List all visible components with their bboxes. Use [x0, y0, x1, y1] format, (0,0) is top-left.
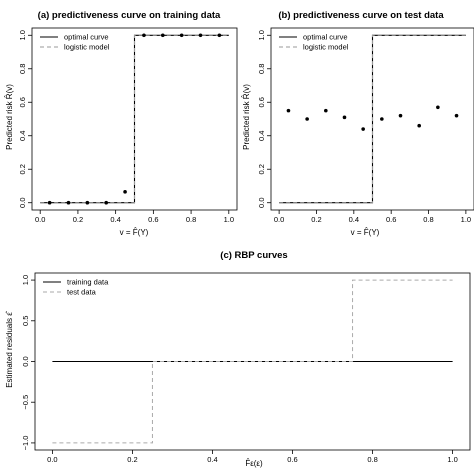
panel-b-data-point — [436, 105, 440, 110]
panel-a-data-point — [160, 33, 165, 38]
panel-b-xtick-label: 0.2 — [311, 215, 321, 224]
panel-c-xtick-label: 0.0 — [47, 455, 57, 464]
panel-a-xtick-label: 0.2 — [73, 215, 83, 224]
panel-a-xlabel: v = F̂(Y) — [120, 228, 149, 237]
panel-c-series-test-data — [52, 279, 453, 444]
panel-a-xtick-label: 0.4 — [110, 215, 120, 224]
panel-b-ytick-label: 1.0 — [257, 30, 266, 40]
panel-b-data-point — [380, 117, 384, 121]
panel-b-data-point — [361, 127, 365, 131]
panel-a-xtick-label: 0.0 — [35, 215, 45, 224]
panel-c-title: (c) RBP curves — [220, 250, 287, 261]
panel-a-ytick-label: 0.8 — [18, 64, 27, 74]
panel-a-data-point — [47, 200, 52, 205]
panel-b-xtick-label: 0.0 — [274, 215, 284, 224]
panel-c-xtick-label: 0.4 — [207, 455, 217, 464]
panel-b-xtick-label: 1.0 — [461, 215, 471, 224]
panel-b-ytick-label: 0.6 — [257, 97, 266, 107]
panel-a-ylabel: Predicted risk R̂(v) — [5, 84, 14, 150]
panel-a-ytick-label: 0.2 — [18, 164, 27, 174]
panel-c-xtick-label: 0.6 — [287, 455, 297, 464]
panel-b-xtick-label: 0.4 — [349, 215, 359, 224]
panel-c-ytick-label: 0.5 — [21, 316, 30, 326]
panel-b-data-point — [398, 113, 403, 118]
panel-b-data-point — [417, 123, 421, 128]
panel-a-data-point — [123, 190, 127, 194]
panel-c-xlabel: F̂ε(ε) — [245, 459, 263, 468]
panel-a-data-point — [179, 33, 184, 38]
panel-b-ytick-label: 0.2 — [257, 164, 266, 174]
panel-a-data-point — [217, 33, 222, 38]
panel-a-data-point — [66, 200, 71, 205]
panel-a-data-point — [198, 33, 203, 38]
panel-c-ytick-label: 1.0 — [21, 275, 30, 285]
panel-c-ytick-label: −1.0 — [21, 436, 30, 451]
panel-c-legend-label: test data — [67, 288, 97, 297]
panel-a-title: (a) predictiveness curve on training dat… — [38, 10, 221, 21]
panel-b-data-point — [342, 115, 347, 120]
panel-a-xtick-label: 0.6 — [148, 215, 158, 224]
panel-b-data-point — [305, 117, 309, 121]
panel-b-ytick-label: 0.0 — [257, 198, 266, 208]
panel-b-ylabel: Predicted risk R̂(v) — [242, 84, 251, 150]
panel-b-data-point — [286, 108, 291, 113]
panel-b-legend-label: optimal curve — [303, 33, 348, 42]
panel-b-series-logistic-model — [279, 34, 466, 204]
panel-b-xlabel: v = F̂(Y) — [351, 228, 380, 237]
panel-c-xtick-label: 0.2 — [127, 455, 137, 464]
panel-b-xtick-label: 0.6 — [386, 215, 396, 224]
panel-b: (b) predictiveness curve on test data v … — [242, 10, 474, 237]
panel-c-ytick-label: 0.0 — [21, 356, 30, 366]
panel-a-data-point — [85, 200, 90, 205]
panel-c-xtick-label: 1.0 — [447, 455, 457, 464]
panel-c-xtick-label: 0.8 — [367, 455, 377, 464]
panel-b-plot-frame — [270, 27, 474, 211]
panel-a-legend-label: logistic model — [64, 43, 110, 52]
panel-b-ytick-label: 0.8 — [257, 64, 266, 74]
panel-a-data-point — [142, 33, 146, 38]
panel-a-plot-frame — [31, 27, 238, 211]
panel-b-title: (b) predictiveness curve on test data — [278, 10, 444, 21]
panel-b-xtick-label: 0.8 — [423, 215, 433, 224]
panel-b-data-point — [454, 113, 459, 118]
panel-b-data-point — [324, 108, 328, 113]
panel-a-ytick-label: 0.4 — [18, 131, 27, 141]
panel-a: (a) predictiveness curve on training dat… — [5, 10, 238, 237]
panel-c-ytick-label: −0.5 — [21, 395, 30, 410]
panel-b-legend-label: logistic model — [303, 43, 349, 52]
panel-a-legend-label: optimal curve — [64, 33, 109, 42]
panel-a-ytick-label: 0.0 — [18, 198, 27, 208]
panel-a-ytick-label: 1.0 — [18, 30, 27, 40]
panel-b-ytick-label: 0.4 — [257, 131, 266, 141]
panel-a-xtick-label: 1.0 — [224, 215, 234, 224]
panel-a-ytick-label: 0.6 — [18, 97, 27, 107]
panel-c: (c) RBP curves F̂ε(ε) Estimated residual… — [5, 250, 471, 468]
panel-a-xtick-label: 0.8 — [186, 215, 196, 224]
panel-c-legend-label: training data — [67, 278, 109, 287]
panel-c-ylabel: Estimated residuals ε̂ — [5, 310, 14, 388]
panel-a-data-point — [104, 200, 109, 205]
